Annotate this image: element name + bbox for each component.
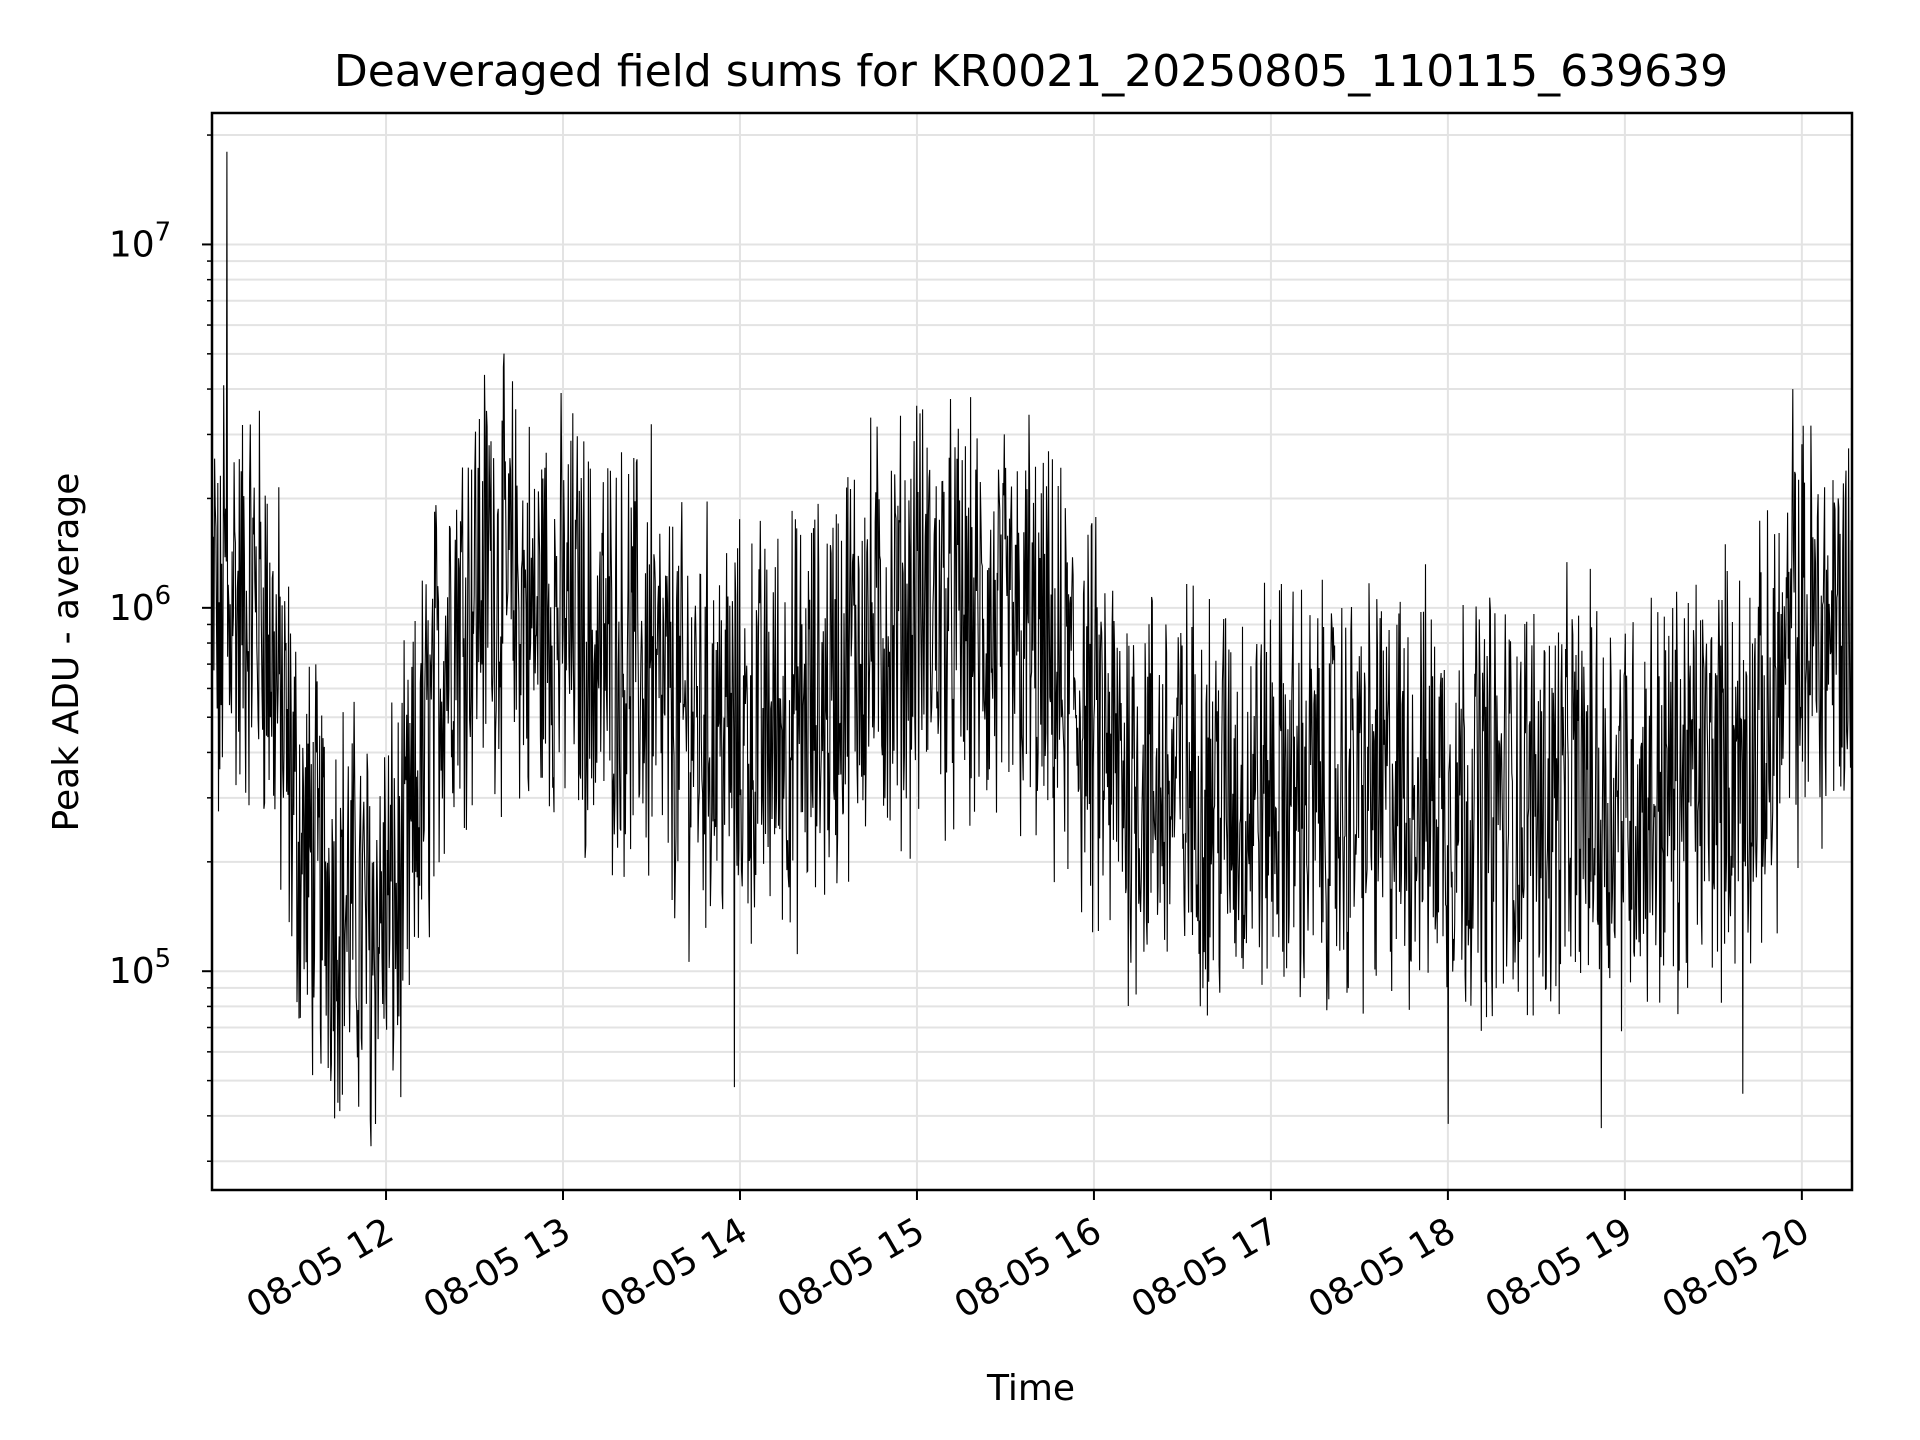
series-group — [211, 151, 1853, 1147]
y-axis-label: Peak ADU - average — [46, 473, 87, 832]
plot-frame — [210, 111, 1854, 1192]
x-axis-label: Time — [986, 1368, 1075, 1409]
series-line — [211, 151, 1853, 1147]
chart-title: Deaveraged field sums for KR0021_2025080… — [334, 46, 1728, 97]
y-tick-label: 107 — [109, 217, 171, 265]
y-axis: 105 106 107 — [109, 134, 212, 1162]
y-tick-label: 105 — [109, 944, 171, 992]
y-tick-label: 106 — [109, 581, 171, 629]
